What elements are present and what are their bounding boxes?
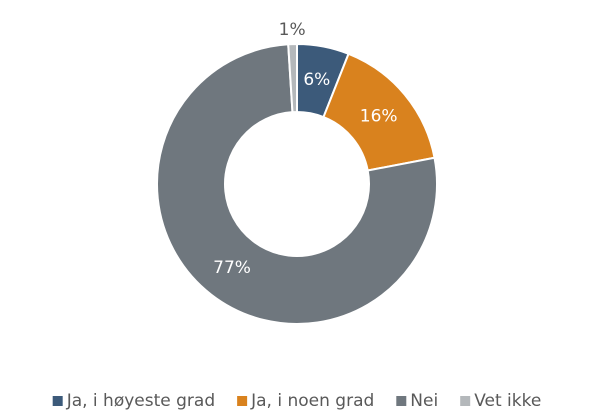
donut-slice	[156, 43, 438, 325]
legend-swatch	[460, 396, 471, 406]
donut-slice	[287, 42, 298, 114]
data-label: 77%	[213, 258, 251, 278]
data-label: 1%	[279, 20, 306, 40]
legend-label: Ja, i noen grad	[250, 391, 374, 410]
legend-label: Nei	[410, 391, 438, 410]
legend-label: Vet ikke	[474, 391, 541, 410]
legend-swatch	[237, 396, 248, 406]
legend-swatch	[396, 396, 407, 406]
data-label: 6%	[303, 70, 330, 90]
legend-swatch	[52, 396, 63, 406]
legend-label: Ja, i høyeste grad	[66, 391, 215, 410]
data-label: 16%	[360, 106, 398, 126]
